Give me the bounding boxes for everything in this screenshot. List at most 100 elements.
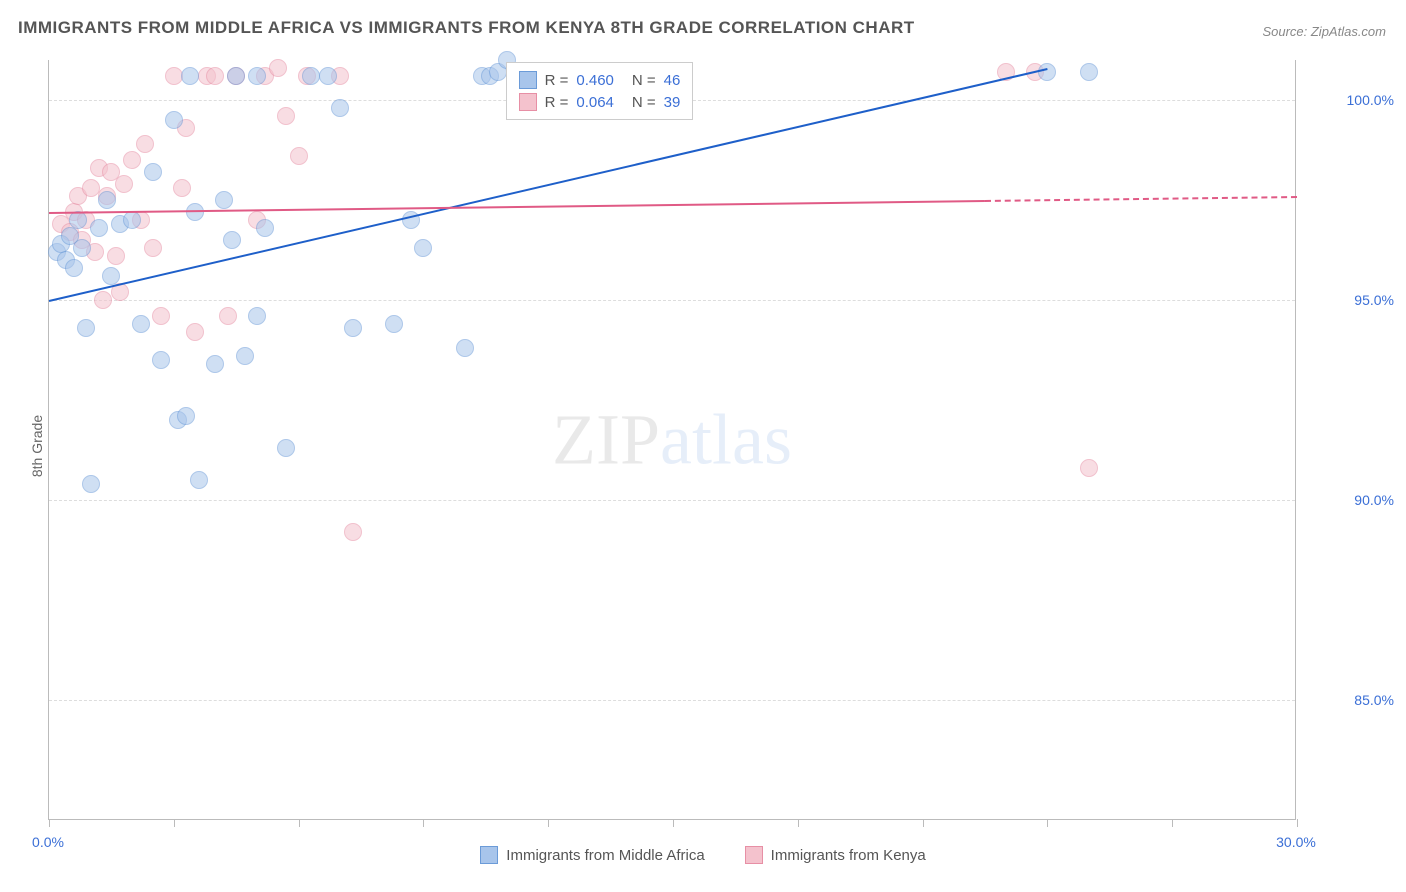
xtick [548, 819, 549, 827]
legend-row: R =0.460N =46 [519, 69, 681, 91]
watermark-zip: ZIP [552, 399, 660, 479]
bottom-legend: Immigrants from Middle Africa Immigrants … [0, 846, 1406, 864]
chart-title: IMMIGRANTS FROM MIDDLE AFRICA VS IMMIGRA… [18, 18, 915, 38]
bottom-legend-label: Immigrants from Kenya [771, 847, 926, 864]
xtick [174, 819, 175, 827]
watermark: ZIPatlas [552, 398, 792, 481]
scatter-point [115, 175, 133, 193]
legend-n-value: 39 [664, 94, 681, 111]
scatter-point [1080, 63, 1098, 81]
scatter-point [94, 291, 112, 309]
scatter-point [98, 191, 116, 209]
scatter-point [136, 135, 154, 153]
legend-r-label: R = [545, 94, 569, 111]
scatter-point [385, 315, 403, 333]
gridline-h [49, 300, 1295, 301]
correlation-legend: R =0.460N =46R =0.064N =39 [506, 62, 694, 120]
scatter-point [73, 239, 91, 257]
scatter-point [77, 319, 95, 337]
bottom-legend-item: Immigrants from Kenya [745, 846, 926, 864]
xtick [1297, 819, 1298, 827]
ytick-label: 95.0% [1354, 292, 1394, 308]
scatter-point [344, 523, 362, 541]
scatter-point [107, 247, 125, 265]
scatter-point [1080, 459, 1098, 477]
scatter-point [82, 475, 100, 493]
scatter-point [102, 267, 120, 285]
legend-swatch [519, 93, 537, 111]
scatter-point [414, 239, 432, 257]
scatter-point [144, 239, 162, 257]
trend-line [985, 196, 1297, 202]
bottom-legend-item: Immigrants from Middle Africa [480, 846, 704, 864]
xtick-label: 30.0% [1276, 834, 1316, 850]
xtick-label: 0.0% [32, 834, 64, 850]
scatter-point [269, 59, 287, 77]
scatter-point [1038, 63, 1056, 81]
scatter-point [181, 67, 199, 85]
xtick [923, 819, 924, 827]
scatter-point [256, 219, 274, 237]
y-axis-label: 8th Grade [29, 415, 45, 477]
scatter-point [248, 307, 266, 325]
xtick [1172, 819, 1173, 827]
scatter-point [456, 339, 474, 357]
scatter-point [177, 407, 195, 425]
legend-row: R = 0.064 N = 39 [519, 91, 681, 113]
xtick [798, 819, 799, 827]
scatter-point [65, 259, 83, 277]
gridline-h [49, 500, 1295, 501]
scatter-point [165, 111, 183, 129]
scatter-point [190, 471, 208, 489]
scatter-point [144, 163, 162, 181]
bottom-legend-label: Immigrants from Middle Africa [506, 847, 704, 864]
scatter-point [277, 439, 295, 457]
scatter-point [277, 107, 295, 125]
scatter-point [223, 231, 241, 249]
legend-swatch [745, 846, 763, 864]
scatter-point [165, 67, 183, 85]
scatter-point [236, 347, 254, 365]
scatter-point [206, 355, 224, 373]
legend-n-value: 46 [664, 72, 681, 89]
ytick-label: 90.0% [1354, 492, 1394, 508]
scatter-point [123, 151, 141, 169]
xtick [1047, 819, 1048, 827]
ytick-label: 85.0% [1354, 692, 1394, 708]
scatter-point [82, 179, 100, 197]
source-name: ZipAtlas.com [1311, 24, 1386, 39]
scatter-point [344, 319, 362, 337]
scatter-point [152, 307, 170, 325]
xtick [423, 819, 424, 827]
scatter-point [206, 67, 224, 85]
legend-r-label: R = [545, 72, 569, 89]
legend-n-label: N = [632, 94, 656, 111]
scatter-point [331, 99, 349, 117]
watermark-atlas: atlas [660, 399, 792, 479]
xtick [673, 819, 674, 827]
scatter-point [248, 67, 266, 85]
gridline-h [49, 700, 1295, 701]
scatter-point [152, 351, 170, 369]
scatter-point [302, 67, 320, 85]
legend-swatch [480, 846, 498, 864]
scatter-point [219, 307, 237, 325]
ytick-label: 100.0% [1347, 92, 1394, 108]
source-label: Source: ZipAtlas.com [1262, 24, 1386, 39]
scatter-point [215, 191, 233, 209]
xtick [299, 819, 300, 827]
legend-swatch [519, 71, 537, 89]
scatter-point [132, 315, 150, 333]
source-prefix: Source: [1262, 24, 1310, 39]
scatter-point [90, 219, 108, 237]
plot-area: ZIPatlas [48, 60, 1296, 820]
scatter-point [123, 211, 141, 229]
xtick [49, 819, 50, 827]
legend-n-label: N = [632, 72, 656, 89]
legend-r-value: 0.064 [576, 94, 614, 111]
scatter-point [186, 323, 204, 341]
scatter-point [173, 179, 191, 197]
scatter-point [319, 67, 337, 85]
scatter-point [227, 67, 245, 85]
scatter-point [290, 147, 308, 165]
